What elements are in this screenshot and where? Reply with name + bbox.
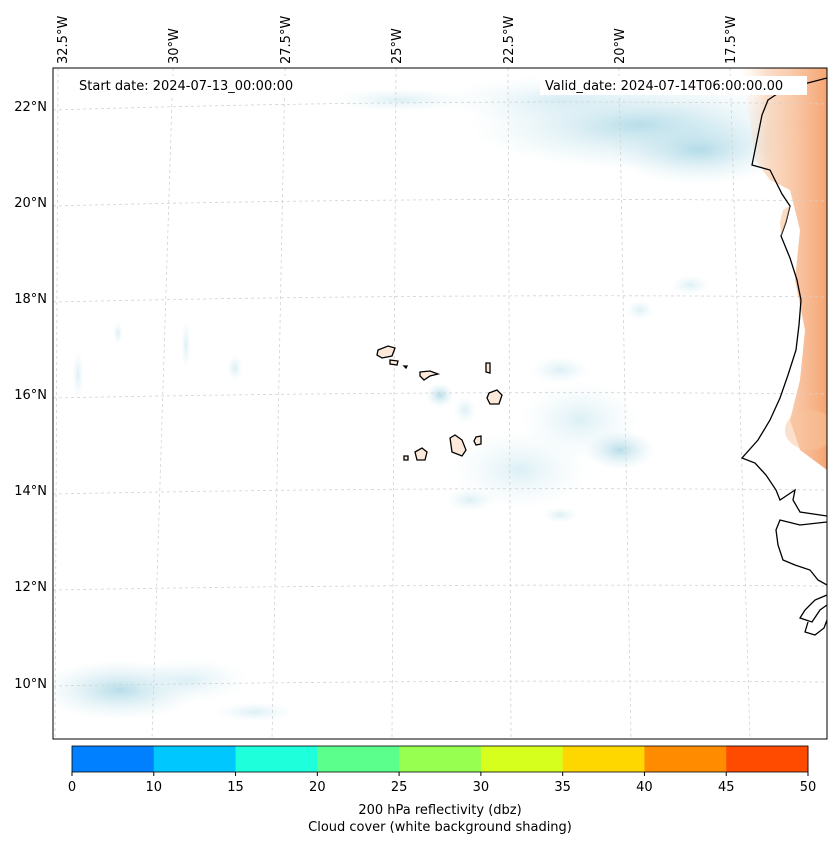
colorbar-tick-label: 50 [800, 780, 817, 795]
lat-label: 14°N [14, 484, 47, 499]
colorbar-swatch [726, 746, 809, 772]
reflectivity-shading [740, 68, 827, 470]
lat-label: 12°N [14, 580, 47, 595]
colorbar-swatch [644, 746, 727, 772]
latitude-labels: 22°N 20°N 18°N 16°N 14°N 12°N 10°N [14, 100, 47, 692]
cape-verde-islands [376, 345, 503, 461]
colorbar-tick-label: 45 [718, 780, 735, 795]
lon-label: 32.5°W [56, 16, 71, 64]
colorbar-label-line1: 200 hPa reflectivity (dbz) [358, 803, 521, 818]
colorbar-swatch [235, 746, 318, 772]
lat-label: 18°N [14, 292, 47, 307]
lat-label: 10°N [14, 677, 47, 692]
colorbar-swatch [562, 746, 645, 772]
valid-date-box [540, 76, 807, 95]
colorbar-swatch [317, 746, 400, 772]
colorbar-frame [71, 745, 809, 773]
colorbar-tick-label: 25 [391, 780, 408, 795]
colorbar-swatch [399, 746, 482, 772]
lon-label: 20°W [613, 28, 628, 64]
longitude-labels: 32.5°W 30°W 27.5°W 25°W 22.5°W 20°W 17.5… [56, 16, 739, 64]
colorbar: 0 10 15 20 25 30 35 40 45 50 200 hPa reflectivity… [68, 745, 817, 835]
start-date-annotation: Start date: 2024-07-13_00:00:00 [79, 79, 293, 94]
graticule [53, 68, 827, 739]
colorbar-tick-label: 15 [227, 780, 244, 795]
lat-label: 22°N [14, 100, 47, 115]
lat-label: 16°N [14, 388, 47, 403]
valid-date-annotation: Valid_date: 2024-07-14T06:00:00.00 [545, 79, 783, 94]
colorbar-tick-label: 35 [554, 780, 571, 795]
colorbar-tick-label: 0 [68, 780, 76, 795]
colorbar-swatch [480, 746, 564, 772]
map-frame [52, 67, 828, 740]
lon-label: 22.5°W [502, 16, 517, 64]
lon-label: 27.5°W [279, 16, 294, 64]
colorbar-tick-label: 40 [636, 780, 653, 795]
start-date-box [70, 76, 315, 95]
cloud-cover-shading [53, 75, 810, 722]
colorbar-tick-label: 30 [473, 780, 490, 795]
coastline [740, 77, 827, 636]
lon-label: 17.5°W [724, 16, 739, 64]
colorbar-tick-label: 20 [309, 780, 326, 795]
colorbar-label-line2: Cloud cover (white background shading) [308, 820, 572, 835]
colorbar-tick-label: 10 [146, 780, 163, 795]
colorbar-swatch [153, 746, 237, 772]
colorbar-swatch [72, 746, 155, 772]
lon-label: 25°W [390, 28, 405, 64]
lon-label: 30°W [167, 28, 182, 64]
lat-label: 20°N [14, 196, 47, 211]
